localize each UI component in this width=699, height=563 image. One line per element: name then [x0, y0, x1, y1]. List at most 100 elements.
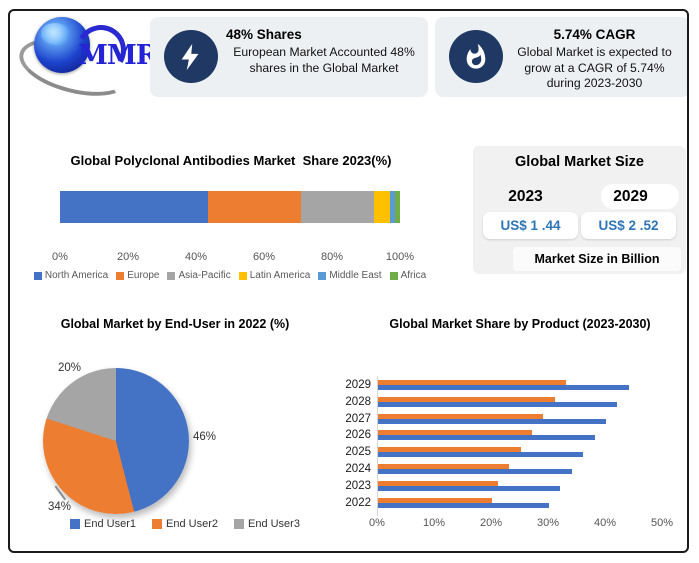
- legend-label: End User1: [84, 518, 136, 530]
- legend-swatch: [70, 519, 81, 529]
- product-share-chart-title: Global Market Share by Product (2023-203…: [389, 317, 651, 331]
- market-size-year-2029: 2029: [613, 188, 648, 205]
- bar-2023-series-orange: [378, 480, 498, 486]
- market-size-value-2023: US$ 1 .44: [483, 212, 578, 239]
- market-size-panel: Global Market Size 2023 2029 US$ 1 .44 U…: [473, 146, 686, 274]
- shares-card-title: 48% Shares: [226, 27, 302, 42]
- legend-item-europe: Europe: [116, 270, 159, 281]
- market-size-title: Global Market Size: [515, 154, 644, 170]
- stacked-segment-north-america: [60, 191, 208, 223]
- cagr-card-line-1: Global Market is expected to: [517, 45, 672, 59]
- y-axis-label-2024: 2024: [345, 463, 371, 475]
- legend-label: Asia-Pacific: [178, 270, 231, 281]
- y-axis-label-2023: 2023: [345, 479, 371, 492]
- lightning-icon: [164, 30, 218, 83]
- x-tick: 50%: [650, 517, 674, 529]
- bar-2029-series-blue: [378, 385, 629, 390]
- y-axis-label-2022: 2022: [345, 496, 371, 509]
- regional-share-legend: North America Europe Asia-Pacific Latin Ame…: [10, 270, 450, 281]
- end-user-chart-title: Global Market by End-User in 2022 (%): [60, 317, 290, 331]
- pie-label-46: 46%: [193, 431, 217, 443]
- regional-share-chart-title: Global Polyclonal Antibodies Market Shar…: [70, 153, 392, 168]
- stacked-segment-latin-america: [374, 191, 390, 223]
- market-size-value-2029: US$ 2 .52: [581, 212, 676, 239]
- bar-2025-series-orange: [378, 447, 521, 453]
- logo-text: MMR: [78, 40, 158, 71]
- legend-label: End User3: [247, 518, 300, 530]
- legend-item-middle-east: Middle East: [318, 270, 382, 281]
- header-card-cagr: 5.74% CAGR Global Market is expected to …: [435, 17, 687, 97]
- market-size-caption: Market Size in Billion: [513, 247, 681, 271]
- bar-2028-series-blue: [378, 401, 618, 407]
- legend-label: Africa: [400, 270, 427, 281]
- end-user-pie-chart: [43, 368, 189, 514]
- stacked-segment-africa: [394, 191, 400, 223]
- legend-item-end-user1: End User1: [70, 518, 136, 530]
- legend-swatch: [233, 519, 244, 529]
- x-tick: 10%: [422, 517, 446, 529]
- legend-swatch: [238, 271, 247, 280]
- x-tick: 30%: [536, 517, 560, 529]
- legend-swatch: [33, 271, 42, 280]
- x-tick: 0%: [52, 251, 68, 263]
- header-card-shares: 48% Shares European Market Accounted 48%…: [150, 17, 428, 97]
- end-user-legend: End User1 End User2 End User3: [40, 518, 330, 530]
- infographic-frame: MMR 48% Shares European Market Accounted…: [8, 9, 689, 553]
- cagr-card-line-2: grow at a CAGR of 5.74%: [524, 60, 665, 75]
- cagr-card-text: 5.74% CAGR Global Market is expected to …: [503, 27, 686, 92]
- legend-item-end-user3: End User3: [233, 518, 300, 530]
- market-size-year-2023: 2023: [508, 188, 543, 205]
- legend-item-end-user2: End User2: [152, 518, 218, 530]
- bar-2027-series-orange: [378, 413, 544, 419]
- bar-2023-series-blue: [378, 485, 561, 491]
- legend-item-latin-america: Latin America: [238, 270, 310, 281]
- shares-card-text: 48% Shares European Market Accounted 48%…: [226, 27, 422, 76]
- legend-item-africa: Africa: [389, 270, 427, 281]
- bar-2024-series-blue: [378, 469, 572, 474]
- legend-item-north-america: North America: [33, 270, 109, 281]
- bar-2026-series-orange: [378, 430, 532, 436]
- x-tick: 100%: [385, 251, 415, 263]
- regional-share-x-axis: 0% 20% 40% 60% 80% 100%: [52, 251, 414, 265]
- globe-icon: [34, 17, 90, 73]
- bar-2028-series-orange: [378, 396, 555, 402]
- cagr-card-title: 5.74% CAGR: [553, 27, 636, 42]
- shares-card-line-2: shares in the Global Market: [249, 60, 399, 75]
- legend-swatch: [167, 271, 176, 280]
- y-axis-label-2029: 2029: [345, 379, 371, 391]
- product-share-bar-chart: 2029 2028 2027 2026 2025 2024 2023 2022 0% 10% 20%…: [335, 371, 687, 539]
- legend-swatch: [116, 271, 125, 280]
- pie-label-34: 34%: [48, 501, 72, 513]
- y-axis-label-2028: 2028: [345, 395, 371, 408]
- shares-card-line-1: European Market Accounted 48%: [233, 45, 415, 59]
- x-tick: 0%: [369, 517, 385, 529]
- pie-label-20: 20%: [58, 362, 82, 374]
- bar-2022-series-orange: [378, 497, 492, 503]
- bar-2024-series-orange: [378, 464, 510, 469]
- stacked-segment-europe: [207, 191, 302, 223]
- flame-icon: [449, 30, 503, 83]
- x-tick: 40%: [184, 251, 208, 263]
- legend-item-asia-pacific: Asia-Pacific: [167, 270, 231, 281]
- market-size-highlight-patch: [601, 184, 679, 209]
- bar-2027-series-blue: [378, 418, 606, 424]
- legend-label: North America: [44, 270, 109, 281]
- y-axis-label-2027: 2027: [345, 412, 371, 425]
- y-axis-label-2026: 2026: [345, 429, 371, 442]
- legend-label: Middle East: [329, 270, 382, 281]
- legend-swatch: [318, 271, 327, 280]
- mmr-logo: MMR: [13, 13, 158, 107]
- x-tick: 60%: [252, 251, 276, 263]
- y-axis-label-2025: 2025: [345, 446, 371, 459]
- bar-2026-series-blue: [378, 435, 595, 441]
- legend-swatch: [389, 271, 398, 280]
- bar-2029-series-orange: [378, 380, 567, 385]
- regional-share-stacked-bar: [60, 191, 400, 223]
- stacked-segment-asia-pacific: [301, 191, 375, 223]
- cagr-card-line-3: during 2023-2030: [546, 76, 643, 91]
- y-axis-line: [377, 376, 378, 516]
- stacked-segment-middle-east: [389, 191, 395, 223]
- bar-2022-series-blue: [378, 502, 549, 508]
- legend-swatch: [152, 519, 162, 529]
- legend-label: End User2: [166, 518, 218, 530]
